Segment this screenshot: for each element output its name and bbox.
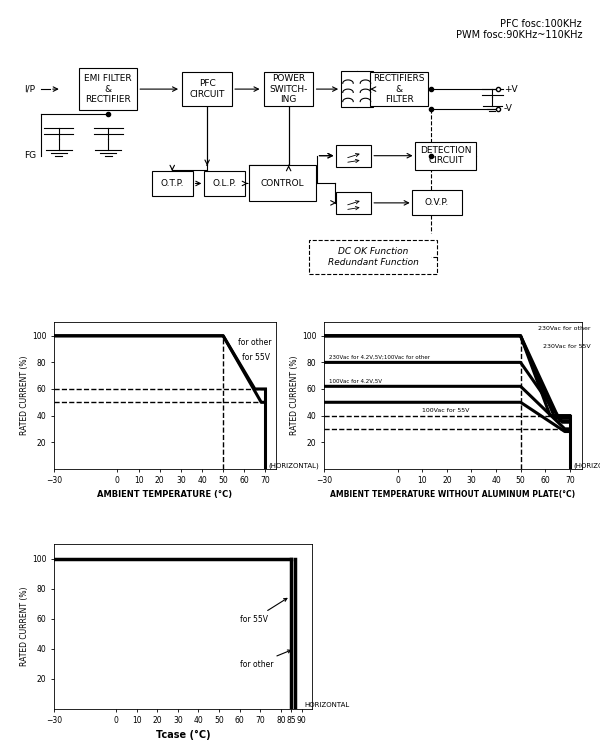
Text: (HORIZONTAL): (HORIZONTAL): [269, 463, 319, 469]
Text: O.L.P.: O.L.P.: [212, 179, 237, 188]
Bar: [250, 166, 316, 202]
Text: DETECTION
CIRCUIT: DETECTION CIRCUIT: [420, 146, 472, 166]
Text: 230Vac for other: 230Vac for other: [538, 326, 590, 332]
Text: (HORIZONTAL): (HORIZONTAL): [574, 463, 600, 469]
Text: EMI FILTER
&
RECTIFIER: EMI FILTER & RECTIFIER: [85, 74, 132, 104]
Text: DC OK Function
Redundant Function: DC OK Function Redundant Function: [328, 248, 418, 267]
Bar: [182, 73, 232, 106]
Text: +V: +V: [504, 85, 518, 94]
Text: PFC fosc:100KHz
PWM fosc:90KHz~110KHz: PFC fosc:100KHz PWM fosc:90KHz~110KHz: [455, 19, 582, 40]
Text: for other: for other: [240, 650, 291, 669]
Bar: [412, 190, 462, 215]
Text: for 55V: for 55V: [240, 598, 287, 624]
Bar: [309, 240, 437, 274]
Bar: [337, 145, 371, 166]
Text: 100Vac for 4.2V,5V: 100Vac for 4.2V,5V: [329, 378, 382, 383]
Text: O.T.P.: O.T.P.: [160, 179, 184, 188]
Bar: [152, 171, 193, 196]
Text: 230Vac for 4.2V,5V;100Vac for other: 230Vac for 4.2V,5V;100Vac for other: [329, 355, 430, 359]
Bar: [370, 73, 428, 106]
Text: for other: for other: [238, 338, 271, 347]
Bar: [337, 192, 371, 214]
Text: FG: FG: [24, 152, 36, 160]
Text: 100Vac for 55V: 100Vac for 55V: [422, 407, 470, 413]
Bar: [341, 71, 373, 107]
X-axis label: AMBIENT TEMPERATURE (°C): AMBIENT TEMPERATURE (°C): [97, 490, 233, 499]
Bar: [79, 68, 137, 110]
Bar: [204, 171, 245, 196]
Bar: [264, 73, 313, 106]
Y-axis label: RATED CURRENT (%): RATED CURRENT (%): [20, 586, 29, 666]
Text: I/P: I/P: [24, 85, 35, 94]
Text: PFC
CIRCUIT: PFC CIRCUIT: [190, 80, 225, 99]
Text: POWER
SWITCH-
ING: POWER SWITCH- ING: [269, 74, 308, 104]
Text: O.V.P.: O.V.P.: [425, 199, 449, 208]
Text: for 55V: for 55V: [242, 352, 270, 362]
X-axis label: AMBIENT TEMPERATURE WITHOUT ALUMINUM PLATE(°C): AMBIENT TEMPERATURE WITHOUT ALUMINUM PLA…: [331, 490, 575, 499]
Text: CONTROL: CONTROL: [261, 179, 305, 188]
Y-axis label: RATED CURRENT (%): RATED CURRENT (%): [290, 356, 299, 435]
Text: -V: -V: [504, 104, 513, 113]
Y-axis label: RATED CURRENT (%): RATED CURRENT (%): [20, 356, 29, 435]
Text: HORIZONTAL: HORIZONTAL: [305, 702, 350, 708]
X-axis label: Tcase (°C): Tcase (°C): [155, 730, 211, 740]
Text: 230Vac for 55V: 230Vac for 55V: [542, 344, 590, 349]
Bar: [415, 142, 476, 170]
Text: RECTIFIERS
&
FILTER: RECTIFIERS & FILTER: [373, 74, 425, 104]
